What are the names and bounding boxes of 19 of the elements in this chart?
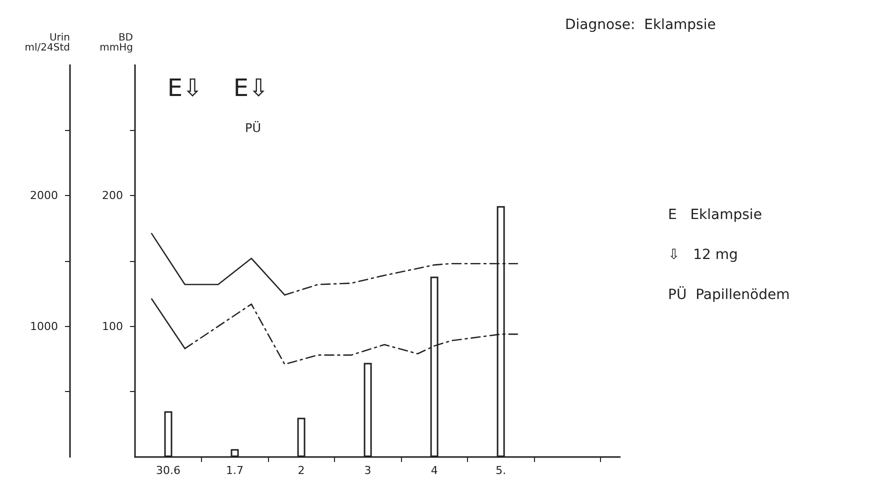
annotation: E⇩	[233, 74, 269, 102]
x-tick-label: 1.7	[226, 464, 244, 477]
text: ⇩ 12 mg	[668, 247, 738, 263]
y2-tick-label: 100	[102, 320, 123, 333]
text: PÜ Papillenödem	[668, 286, 790, 303]
y2-tick-label: 200	[102, 189, 123, 202]
x-tick-label: 2	[298, 464, 305, 477]
x-tick-label: 30.6	[156, 464, 181, 477]
x-tick-label: 5.	[496, 464, 506, 477]
y2-axis-title: BD mmHg	[100, 32, 134, 54]
x-tick-label: 4	[430, 464, 438, 477]
text: E Eklampsie	[668, 207, 762, 223]
y-axis-title: Urin ml/24Std	[24, 32, 70, 54]
y-tick-label: 1000	[30, 320, 58, 333]
annotation: PÜ	[244, 121, 262, 135]
chart-title: Diagnose: Eklampsie	[565, 17, 716, 33]
x-tick-label: 3	[364, 464, 372, 477]
annotation: E⇩	[167, 74, 203, 102]
y-tick-label: 2000	[30, 189, 58, 202]
